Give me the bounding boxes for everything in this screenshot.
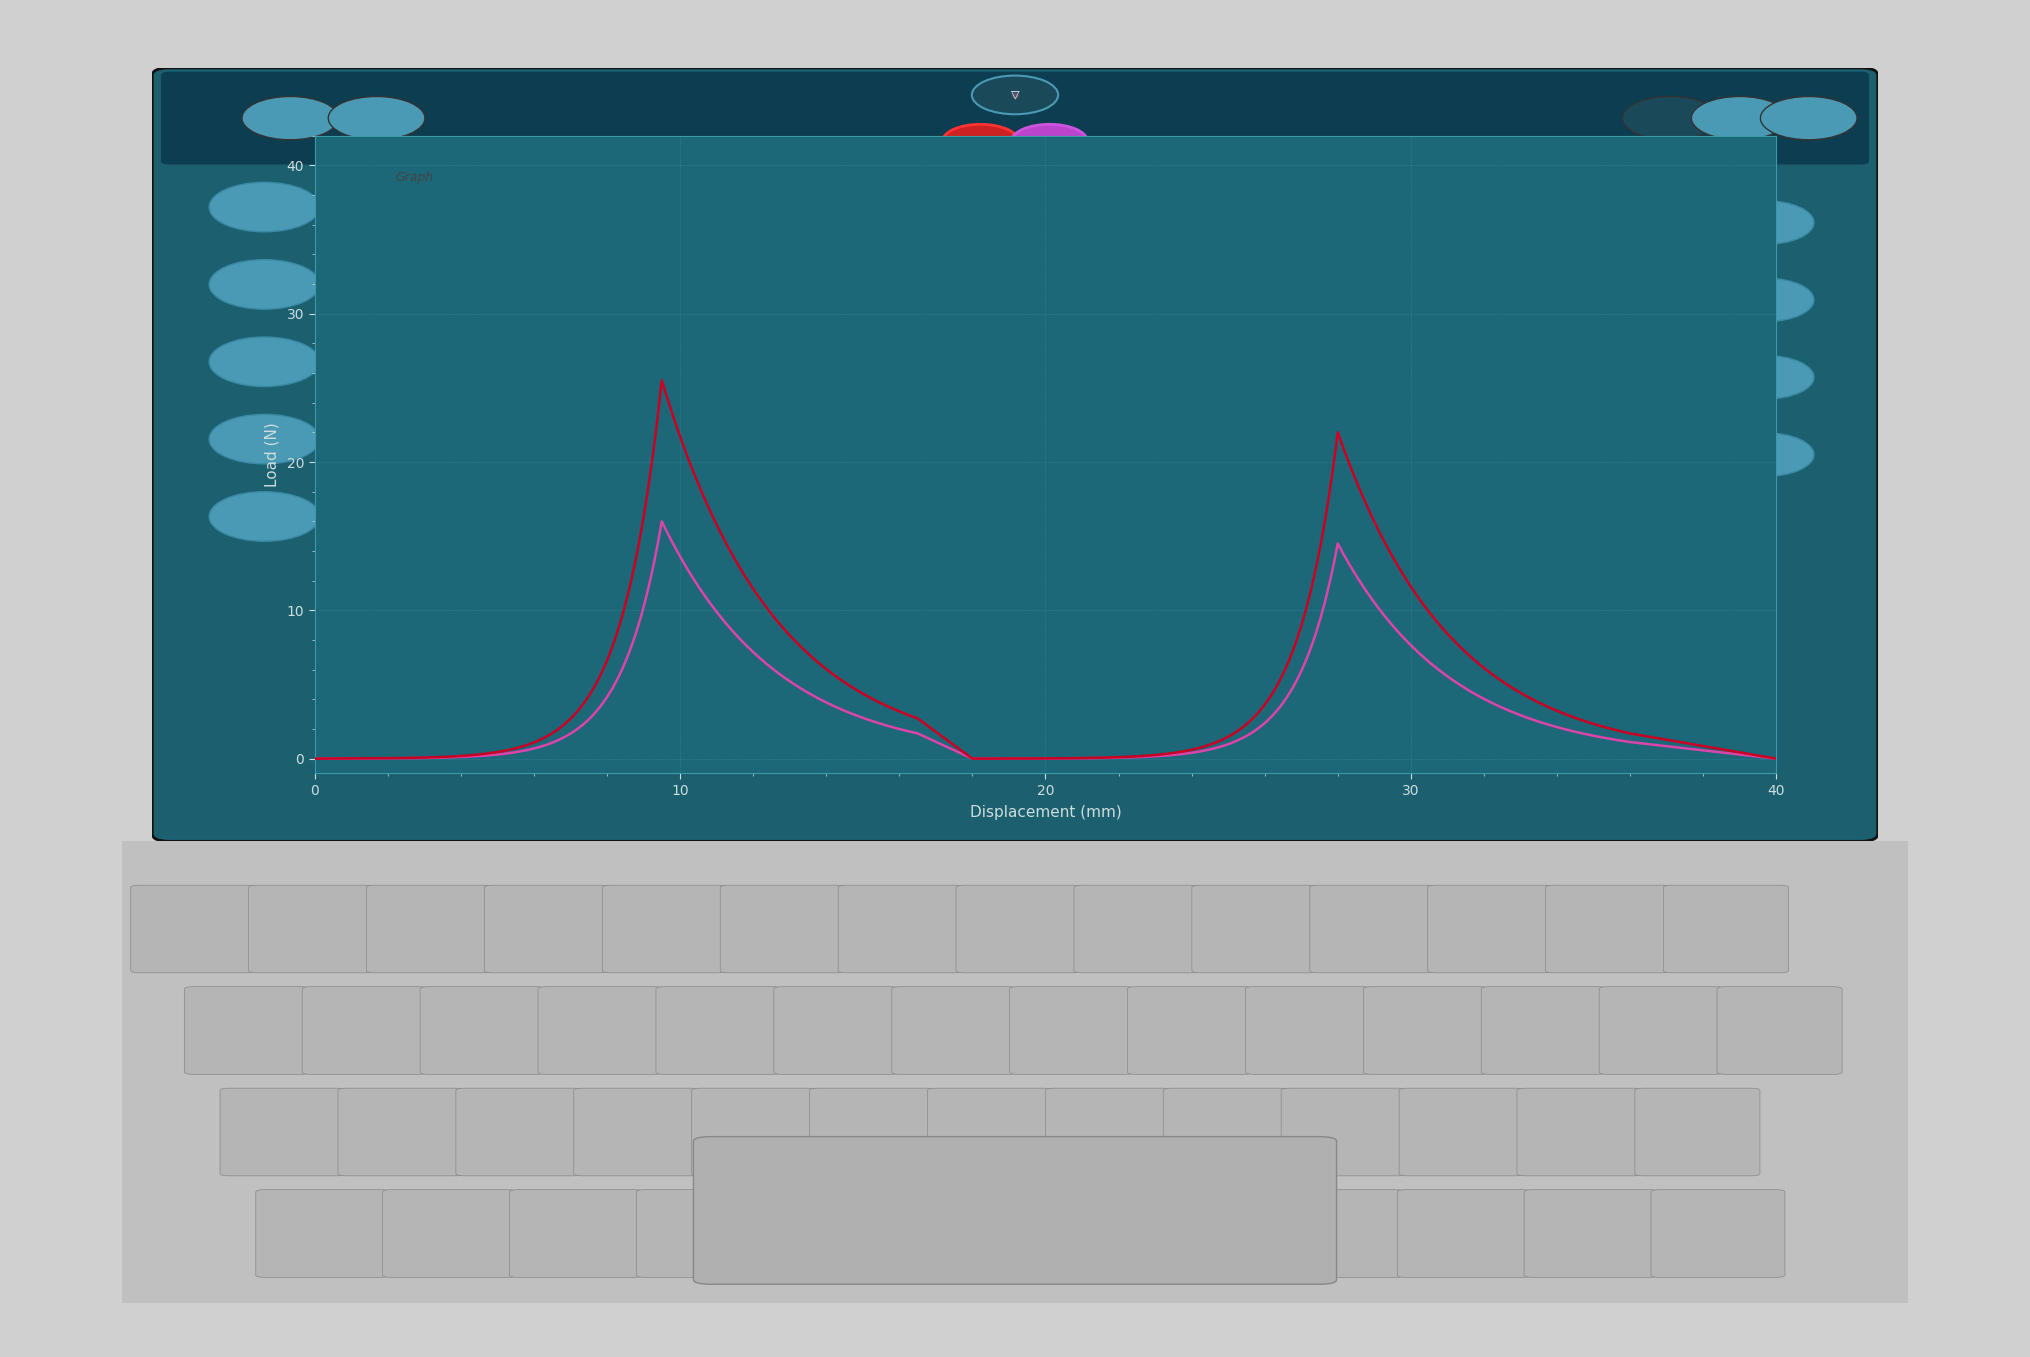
FancyBboxPatch shape	[248, 885, 374, 973]
FancyBboxPatch shape	[1009, 987, 1135, 1075]
FancyBboxPatch shape	[1246, 987, 1370, 1075]
FancyBboxPatch shape	[538, 987, 664, 1075]
FancyBboxPatch shape	[1545, 885, 1671, 973]
FancyBboxPatch shape	[773, 987, 899, 1075]
Circle shape	[1717, 356, 1815, 399]
FancyBboxPatch shape	[1281, 1088, 1407, 1175]
FancyBboxPatch shape	[367, 885, 491, 973]
FancyBboxPatch shape	[1525, 1190, 1659, 1277]
FancyBboxPatch shape	[603, 885, 727, 973]
Y-axis label: Load (N): Load (N)	[264, 422, 280, 487]
FancyBboxPatch shape	[1516, 1088, 1642, 1175]
FancyBboxPatch shape	[1663, 885, 1788, 973]
Text: Graph: Graph	[396, 171, 432, 185]
Circle shape	[1717, 433, 1815, 476]
FancyBboxPatch shape	[1427, 885, 1553, 973]
FancyBboxPatch shape	[160, 72, 1870, 164]
FancyBboxPatch shape	[1397, 1190, 1531, 1277]
Circle shape	[1691, 96, 1788, 140]
FancyBboxPatch shape	[635, 1190, 769, 1277]
Circle shape	[1717, 201, 1815, 244]
Circle shape	[1760, 96, 1857, 140]
Text: ▽: ▽	[1011, 90, 1019, 100]
FancyBboxPatch shape	[763, 1190, 897, 1277]
FancyBboxPatch shape	[1163, 1088, 1289, 1175]
FancyBboxPatch shape	[1045, 1088, 1171, 1175]
FancyBboxPatch shape	[1364, 987, 1488, 1075]
FancyBboxPatch shape	[302, 987, 426, 1075]
FancyBboxPatch shape	[956, 885, 1082, 973]
FancyBboxPatch shape	[1309, 885, 1435, 973]
FancyBboxPatch shape	[1600, 987, 1723, 1075]
FancyBboxPatch shape	[185, 987, 309, 1075]
FancyBboxPatch shape	[457, 1088, 581, 1175]
Circle shape	[209, 491, 319, 541]
FancyBboxPatch shape	[219, 1088, 345, 1175]
FancyBboxPatch shape	[1143, 1190, 1277, 1277]
FancyBboxPatch shape	[85, 832, 1945, 1312]
Circle shape	[209, 182, 319, 232]
FancyBboxPatch shape	[130, 885, 256, 973]
FancyBboxPatch shape	[1074, 885, 1200, 973]
FancyBboxPatch shape	[574, 1088, 698, 1175]
Circle shape	[942, 125, 1019, 159]
FancyBboxPatch shape	[1482, 987, 1606, 1075]
FancyBboxPatch shape	[485, 885, 609, 973]
FancyBboxPatch shape	[810, 1088, 934, 1175]
FancyBboxPatch shape	[152, 68, 1878, 841]
FancyBboxPatch shape	[337, 1088, 463, 1175]
X-axis label: Displacement (mm): Displacement (mm)	[970, 805, 1121, 820]
FancyBboxPatch shape	[1717, 987, 1841, 1075]
FancyBboxPatch shape	[256, 1190, 390, 1277]
FancyBboxPatch shape	[1271, 1190, 1405, 1277]
Text: 5: 5	[1045, 136, 1054, 147]
Circle shape	[1622, 96, 1719, 140]
FancyBboxPatch shape	[1634, 1088, 1760, 1175]
Text: 4: 4	[976, 136, 985, 147]
FancyBboxPatch shape	[721, 885, 844, 973]
Circle shape	[209, 337, 319, 387]
FancyBboxPatch shape	[694, 1137, 1336, 1284]
FancyBboxPatch shape	[420, 987, 546, 1075]
FancyBboxPatch shape	[889, 1190, 1023, 1277]
Text: ◄: ◄	[907, 136, 916, 147]
Circle shape	[209, 414, 319, 464]
FancyBboxPatch shape	[1399, 1088, 1525, 1175]
FancyBboxPatch shape	[928, 1088, 1052, 1175]
FancyBboxPatch shape	[1127, 987, 1253, 1075]
Circle shape	[329, 96, 424, 140]
FancyBboxPatch shape	[656, 987, 782, 1075]
FancyBboxPatch shape	[1192, 885, 1317, 973]
Circle shape	[1011, 125, 1088, 159]
FancyBboxPatch shape	[510, 1190, 644, 1277]
Circle shape	[972, 76, 1058, 114]
FancyBboxPatch shape	[891, 987, 1017, 1075]
FancyBboxPatch shape	[692, 1088, 816, 1175]
Circle shape	[1717, 278, 1815, 322]
Circle shape	[209, 259, 319, 309]
Text: ►: ►	[1114, 136, 1123, 147]
FancyBboxPatch shape	[382, 1190, 516, 1277]
FancyBboxPatch shape	[1650, 1190, 1784, 1277]
Circle shape	[242, 96, 339, 140]
FancyBboxPatch shape	[1017, 1190, 1151, 1277]
FancyBboxPatch shape	[838, 885, 962, 973]
